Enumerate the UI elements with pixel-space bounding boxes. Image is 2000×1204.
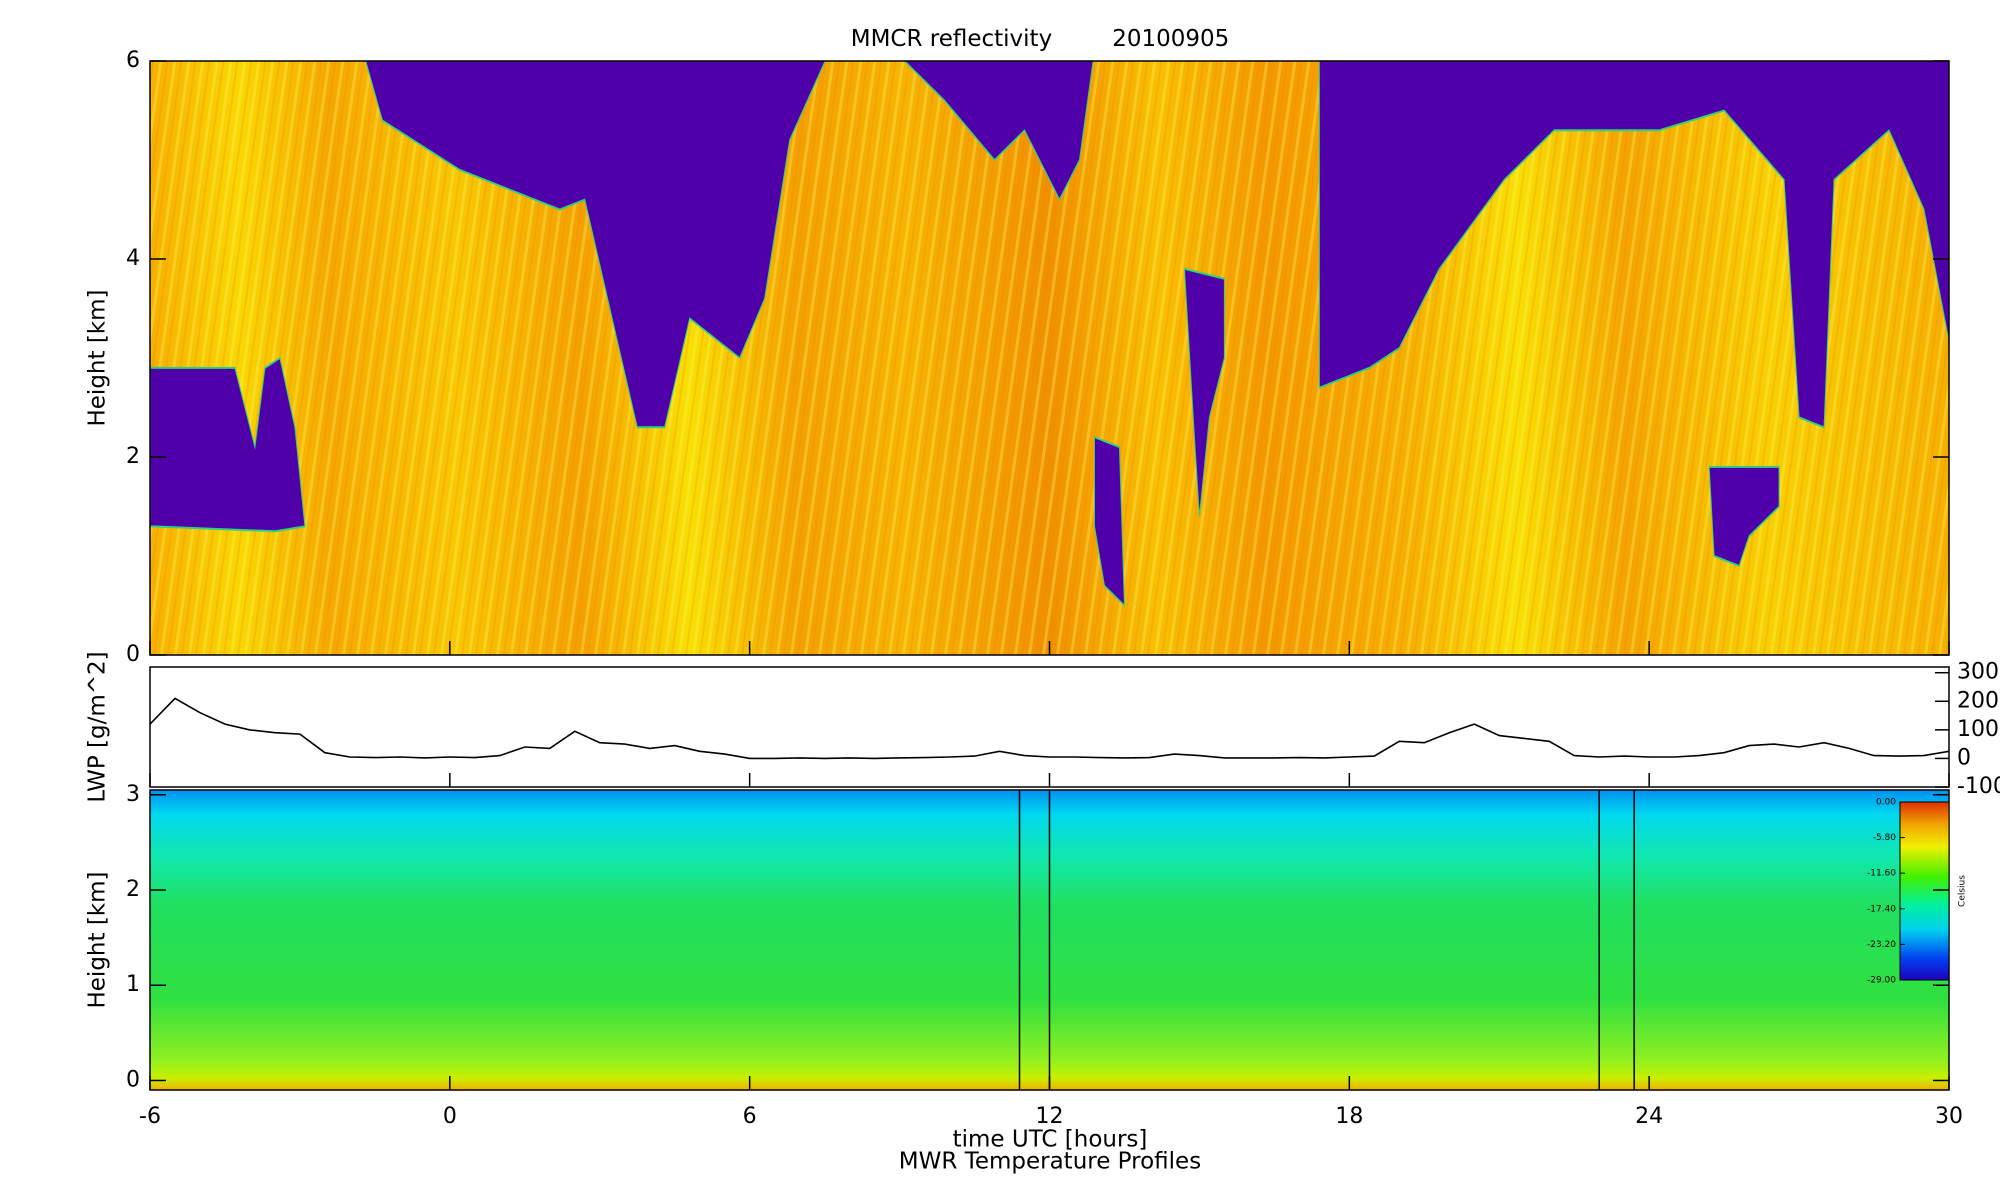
y-tick-label: 2 bbox=[126, 877, 140, 902]
y-tick-label: 0 bbox=[126, 1067, 140, 1092]
panel-frame bbox=[149, 666, 1950, 788]
colorbar-tick-label: -29.00 bbox=[1867, 976, 1896, 986]
lwp-line bbox=[150, 697, 1949, 760]
y-tick-label: -100 bbox=[1957, 774, 2000, 799]
y-axis-label: LWP [g/m^2] bbox=[85, 651, 111, 802]
x-tick-label: 12 bbox=[1036, 1104, 1064, 1129]
y-tick-label: 3 bbox=[126, 782, 140, 807]
x-tick-label: 24 bbox=[1635, 1104, 1663, 1129]
x-tick-label: -6 bbox=[139, 1104, 161, 1129]
y-tick-label: 100 bbox=[1957, 717, 1999, 742]
y-tick-label: 200 bbox=[1957, 688, 1999, 713]
x-tick-label: 0 bbox=[443, 1104, 457, 1129]
x-tick-label: 6 bbox=[743, 1104, 757, 1129]
x-axis-label: time UTC [hours] bbox=[953, 1127, 1148, 1153]
y-tick-label: 0 bbox=[1957, 745, 1971, 770]
y-tick-label: 1 bbox=[126, 972, 140, 997]
colorbar-tick-label: -11.60 bbox=[1867, 869, 1896, 879]
x-tick-label: 30 bbox=[1935, 1104, 1963, 1129]
y-tick-label: 0 bbox=[126, 642, 140, 667]
colorbar-tick-label: -5.80 bbox=[1873, 833, 1897, 843]
y-tick-label: 6 bbox=[126, 48, 140, 73]
title-date: 20100905 bbox=[1112, 26, 1229, 52]
panel-title: MWR Temperature Profiles bbox=[899, 1149, 1201, 1175]
y-tick-label: 300 bbox=[1957, 660, 1999, 685]
colorbar-tick-label: -23.20 bbox=[1867, 940, 1896, 950]
lwp-plot bbox=[150, 697, 1949, 760]
colorbar-label: Celsius bbox=[1958, 875, 1968, 907]
colorbar bbox=[1899, 801, 1950, 981]
x-tick-label: 18 bbox=[1335, 1104, 1363, 1129]
colorbar-tick-label: 0.00 bbox=[1876, 798, 1896, 808]
y-axis-label: Height [km] bbox=[85, 871, 111, 1008]
colorbar-tick-label: -17.40 bbox=[1867, 904, 1896, 914]
chart-title: MMCR reflectivity 20100905 bbox=[851, 26, 1230, 52]
reflectivity-field bbox=[150, 61, 1949, 655]
y-tick-label: 2 bbox=[126, 444, 140, 469]
y-tick-label: 4 bbox=[126, 246, 140, 271]
title-text: MMCR reflectivity bbox=[851, 26, 1052, 52]
y-axis-label: Height [km] bbox=[85, 289, 111, 426]
